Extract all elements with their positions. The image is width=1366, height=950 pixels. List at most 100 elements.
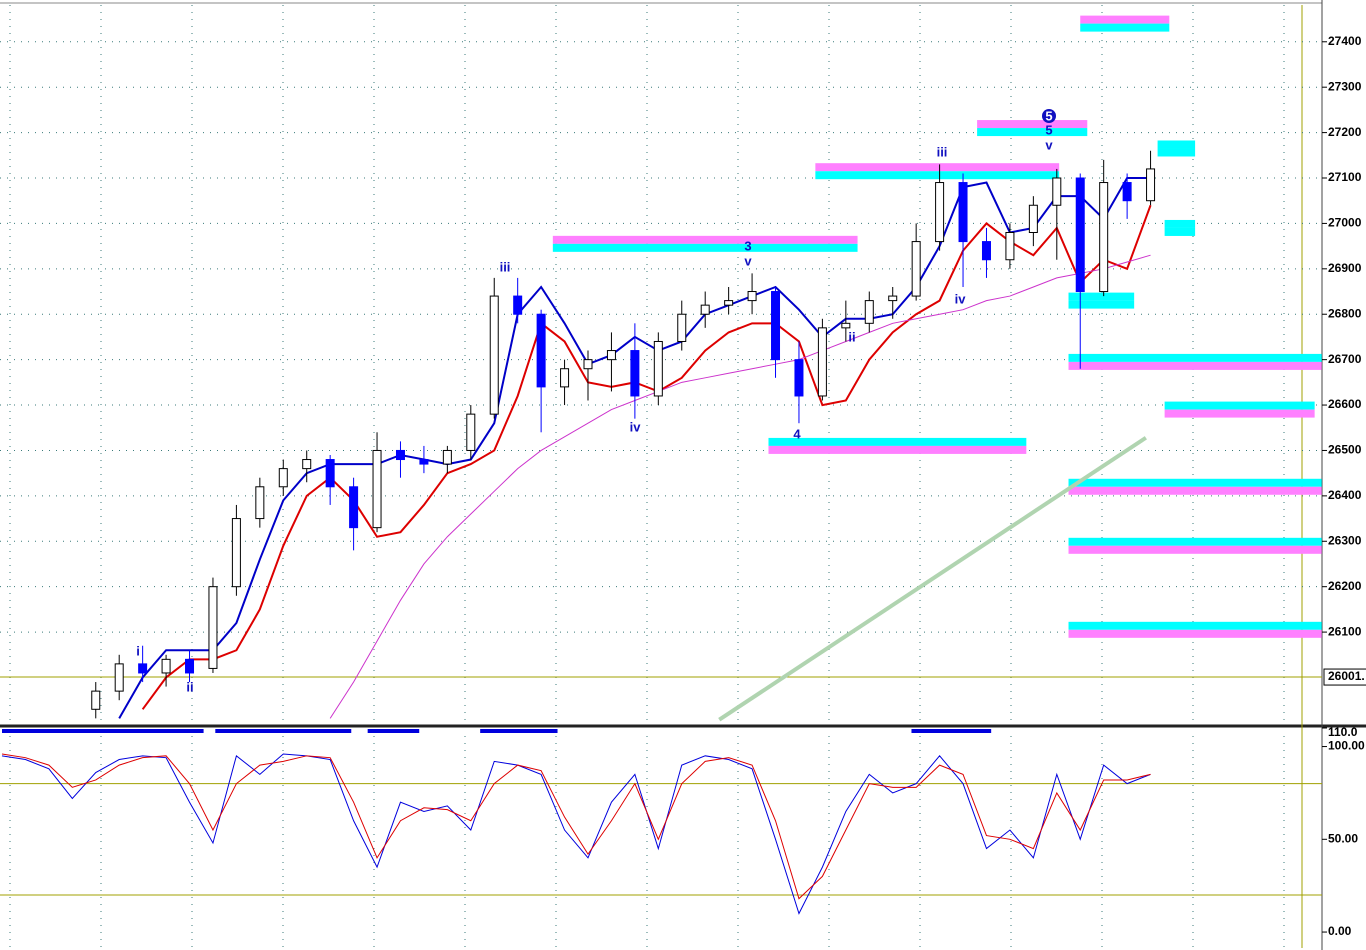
y-tick-label: 26600: [1328, 397, 1362, 411]
signal-bar: [911, 729, 992, 733]
y-tick-label: 50.00: [1328, 831, 1358, 845]
candle-body: [724, 300, 734, 306]
y-tick-label: 26800: [1328, 306, 1362, 320]
candle-body: [372, 449, 382, 529]
candle-body: [700, 304, 710, 315]
wave-label: iii: [500, 259, 511, 274]
candle-body: [606, 350, 616, 361]
candle-body: [1075, 177, 1085, 293]
signal-bar: [2, 729, 204, 733]
zone-top: [1068, 537, 1322, 546]
zone-bottom: [1080, 23, 1170, 32]
candle-body: [349, 486, 359, 529]
ma-line: [141, 204, 1152, 710]
candle-body: [981, 241, 991, 261]
zone-top: [552, 235, 858, 244]
candle-body: [419, 459, 429, 465]
candle-body: [278, 468, 288, 488]
zone-top: [1068, 292, 1135, 301]
candle-body: [466, 413, 476, 451]
wave-label: v: [744, 253, 752, 268]
wave-label: 4: [793, 426, 801, 441]
zone-top: [1068, 621, 1322, 630]
candle-body: [185, 658, 195, 674]
candle-body: [958, 182, 968, 243]
y-tick-label: 26300: [1328, 533, 1362, 547]
zone-top: [977, 120, 1088, 129]
trendline: [718, 436, 1147, 722]
candle-body: [1099, 182, 1109, 293]
y-tick-label: 26900: [1328, 261, 1362, 275]
candle-body: [1052, 177, 1062, 206]
zone-bottom: [1068, 361, 1322, 370]
candle-body: [583, 359, 593, 370]
wave-label: 5: [1045, 108, 1052, 123]
zone-top: [815, 163, 1060, 172]
signal-bar: [480, 729, 558, 733]
wave-label: ii: [186, 679, 193, 694]
candle-body: [325, 459, 335, 488]
zone-bottom: [815, 171, 1060, 180]
candle-body: [560, 368, 570, 388]
zone-bottom: [1068, 486, 1322, 495]
candle-body: [302, 459, 312, 470]
reference-label: 26001.: [1328, 669, 1365, 683]
y-tick-label: 26500: [1328, 443, 1362, 457]
candle-body: [653, 340, 663, 397]
zone-top: [1068, 478, 1322, 487]
candle-body: [747, 291, 757, 302]
candle-body: [489, 295, 499, 415]
zone-top: [1080, 15, 1170, 24]
wave-label: iv: [630, 419, 642, 434]
y-tick-label: 27100: [1328, 170, 1362, 184]
y-tick-label: 27400: [1328, 34, 1362, 48]
ma-line: [329, 254, 1151, 719]
wave-label: 5: [1045, 122, 1052, 137]
candle-body: [677, 313, 687, 342]
zone-top: [1164, 401, 1315, 410]
zone-bottom: [768, 445, 1027, 454]
wave-circle: [1042, 109, 1056, 123]
zone-bottom: [977, 128, 1088, 137]
y-tick-label: 0.00: [1328, 924, 1352, 938]
reference-label-box: [1323, 668, 1366, 686]
candle-body: [208, 586, 218, 669]
signal-bar: [215, 729, 352, 733]
y-tick-label: 26400: [1328, 488, 1362, 502]
zone-top: [768, 437, 1027, 446]
candle-body: [1005, 231, 1015, 261]
y-tick-label: 100.00: [1328, 739, 1365, 753]
zone-bottom: [1068, 300, 1135, 309]
wave-label: iv: [955, 291, 967, 306]
wave-label: iii: [937, 144, 948, 159]
zone-bottom: [1157, 148, 1196, 157]
candle-body: [442, 449, 452, 465]
zone-bottom: [1068, 545, 1322, 554]
zone-top: [1068, 353, 1322, 362]
zone-bottom: [1068, 629, 1322, 638]
candle-body: [231, 518, 241, 588]
oscillator-line: [1, 753, 1151, 915]
candle-body: [138, 663, 148, 674]
y-tick-label: 27300: [1328, 79, 1362, 93]
zone-bottom: [1164, 409, 1315, 418]
zone-bottom: [1164, 227, 1196, 236]
wave-label: 3: [744, 238, 751, 253]
y-tick-label: 27000: [1328, 216, 1362, 230]
candle-body: [114, 663, 124, 692]
candle-body: [841, 322, 851, 329]
candle-body: [513, 295, 523, 315]
y-tick-label: 26200: [1328, 579, 1362, 593]
candle-body: [255, 486, 265, 520]
candle-body: [1146, 168, 1156, 202]
signal-bar: [367, 729, 420, 733]
candle-body: [161, 658, 171, 674]
candle-body: [911, 241, 921, 297]
y-tick-label: 27200: [1328, 125, 1362, 139]
zone-top: [1164, 219, 1196, 228]
candle-body: [771, 291, 781, 361]
wave-label: i: [136, 643, 140, 658]
candle-body: [935, 182, 945, 243]
